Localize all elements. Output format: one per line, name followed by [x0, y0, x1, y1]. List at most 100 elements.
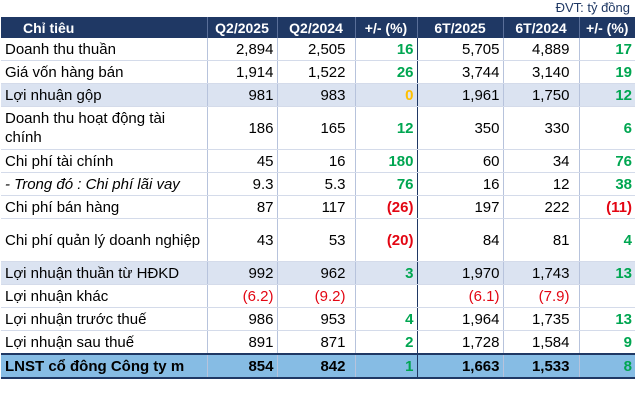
cell-value: 854 [207, 353, 278, 379]
cell-value: 43 [207, 218, 278, 262]
cell-value: 165 [277, 106, 356, 150]
cell-value: 45 [207, 149, 278, 173]
cell-value: 992 [207, 261, 278, 285]
cell-value: 891 [207, 330, 278, 355]
cell-value: 16 [277, 149, 356, 173]
cell-change: 76 [579, 149, 635, 173]
cell-change: (11) [579, 195, 635, 219]
cell-change: 19 [579, 60, 635, 84]
cell-value: 1,750 [503, 83, 580, 107]
table-row: Doanh thu thuần 2,894 2,505 16 5,705 4,8… [1, 38, 635, 61]
cell-value: 197 [417, 195, 504, 219]
cell-value: 34 [503, 149, 580, 173]
cell-value: 962 [277, 261, 356, 285]
row-label: Lợi nhuận thuần từ HĐKD [1, 261, 208, 285]
cell-change: 13 [579, 307, 635, 331]
row-label: Chi phí bán hàng [1, 195, 208, 219]
cell-value: 5,705 [417, 38, 504, 61]
cell-change [579, 284, 635, 308]
cell-value: 1,743 [503, 261, 580, 285]
cell-value: 1,914 [207, 60, 278, 84]
cell-change: 26 [355, 60, 418, 84]
header-indicator: Chỉ tiêu [1, 17, 208, 38]
cell-value: 1,735 [503, 307, 580, 331]
table-row: Lợi nhuận trước thuế 986 953 4 1,964 1,7… [1, 307, 635, 331]
cell-change: 12 [579, 83, 635, 107]
header-6t-change: +/- (%) [579, 17, 635, 38]
table-row: Lợi nhuận sau thuế 891 871 2 1,728 1,584… [1, 330, 635, 355]
cell-value: 1,663 [417, 353, 504, 379]
table-row: Lợi nhuận gộp 981 983 0 1,961 1,750 12 [1, 83, 635, 107]
cell-change: 4 [579, 218, 635, 262]
table-row: Chi phí tài chính 45 16 180 60 34 76 [1, 149, 635, 173]
cell-change: 16 [355, 38, 418, 61]
cell-value: 981 [207, 83, 278, 107]
cell-change: 9 [579, 330, 635, 355]
row-label: Doanh thu hoạt động tài chính [1, 106, 208, 150]
row-label: Lợi nhuận khác [1, 284, 208, 308]
table-row-total: LNST cổ đông Công ty m 854 842 1 1,663 1… [1, 353, 635, 379]
cell-value: 871 [277, 330, 356, 355]
cell-change: (20) [355, 218, 418, 262]
cell-value: 842 [277, 353, 356, 379]
table-row: Doanh thu hoạt động tài chính 186 165 12… [1, 106, 635, 150]
cell-change: 180 [355, 149, 418, 173]
cell-change: 1 [355, 353, 418, 379]
table-row: - Trong đó : Chi phí lãi vay 9.3 5.3 76 … [1, 172, 635, 196]
table-header-row: Chỉ tiêu Q2/2025 Q2/2024 +/- (%) 6T/2025… [1, 17, 635, 38]
cell-value: 1,970 [417, 261, 504, 285]
cell-value: 2,894 [207, 38, 278, 61]
row-label: - Trong đó : Chi phí lãi vay [1, 172, 208, 196]
cell-change: 0 [355, 83, 418, 107]
cell-change: 6 [579, 106, 635, 150]
cell-value: 4,889 [503, 38, 580, 61]
cell-value: 186 [207, 106, 278, 150]
cell-value: 3,744 [417, 60, 504, 84]
table-row: Lợi nhuận thuần từ HĐKD 992 962 3 1,970 … [1, 261, 635, 285]
row-label: Chi phí quản lý doanh nghiệp [1, 218, 208, 262]
cell-value: 9.3 [207, 172, 278, 196]
cell-change: 4 [355, 307, 418, 331]
cell-value: 222 [503, 195, 580, 219]
cell-value: (6.2) [207, 284, 278, 308]
cell-value: 1,584 [503, 330, 580, 355]
cell-value: 983 [277, 83, 356, 107]
cell-value: 87 [207, 195, 278, 219]
cell-value: 12 [503, 172, 580, 196]
cell-value: 1,522 [277, 60, 356, 84]
header-q2-2025: Q2/2025 [207, 17, 278, 38]
cell-change: 8 [579, 353, 635, 379]
cell-change: (26) [355, 195, 418, 219]
cell-value: 117 [277, 195, 356, 219]
row-label: LNST cổ đông Công ty m [1, 353, 208, 379]
cell-value: 2,505 [277, 38, 356, 61]
cell-value: 330 [503, 106, 580, 150]
table-row: Lợi nhuận khác (6.2) (9.2) (6.1) (7.9) [1, 284, 635, 308]
cell-value: 84 [417, 218, 504, 262]
cell-value: (6.1) [417, 284, 504, 308]
cell-value: (7.9) [503, 284, 580, 308]
table-row: Chi phí quản lý doanh nghiệp 43 53 (20) … [1, 218, 635, 262]
row-label: Giá vốn hàng bán [1, 60, 208, 84]
cell-value: 1,964 [417, 307, 504, 331]
unit-label: ĐVT: tỷ đồng [555, 0, 630, 15]
cell-change: 3 [355, 261, 418, 285]
header-q2-2024: Q2/2024 [277, 17, 356, 38]
row-label: Doanh thu thuần [1, 38, 208, 61]
cell-change: 38 [579, 172, 635, 196]
table-row: Chi phí bán hàng 87 117 (26) 197 222 (11… [1, 195, 635, 219]
cell-value: 81 [503, 218, 580, 262]
cell-value: 350 [417, 106, 504, 150]
cell-value: (9.2) [277, 284, 356, 308]
cell-value: 1,728 [417, 330, 504, 355]
row-label: Lợi nhuận gộp [1, 83, 208, 107]
cell-value: 3,140 [503, 60, 580, 84]
cell-change: 2 [355, 330, 418, 355]
header-6t-2025: 6T/2025 [417, 17, 504, 38]
financial-table: Chỉ tiêu Q2/2025 Q2/2024 +/- (%) 6T/2025… [1, 17, 635, 379]
row-label: Lợi nhuận sau thuế [1, 330, 208, 355]
cell-change: 13 [579, 261, 635, 285]
cell-value: 1,533 [503, 353, 580, 379]
cell-value: 60 [417, 149, 504, 173]
header-q-change: +/- (%) [355, 17, 418, 38]
